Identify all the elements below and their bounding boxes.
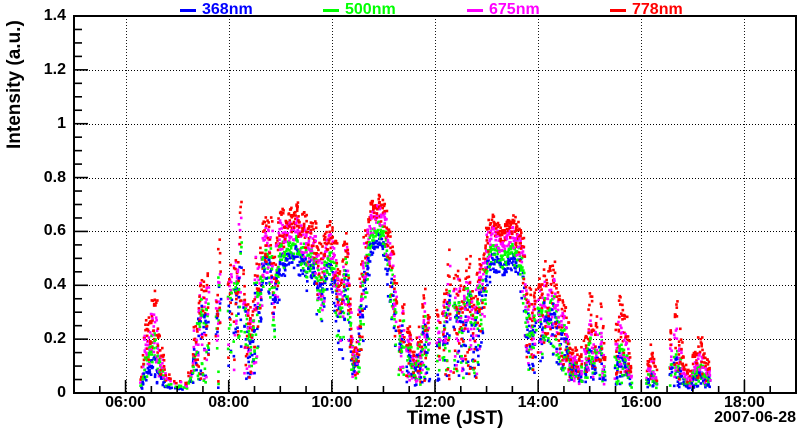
x-tick-label: 10:00 <box>311 394 353 411</box>
legend-label-675nm: 675nm <box>489 1 540 18</box>
y-tick-label: 0.4 <box>43 276 66 294</box>
legend-label-368nm: 368nm <box>202 1 253 18</box>
legend-label-500nm: 500nm <box>345 1 396 18</box>
x-tick-label: 06:00 <box>105 394 147 411</box>
y-tick-label: 0 <box>57 384 66 401</box>
legend-line-778nm-icon <box>610 8 626 12</box>
x-tick-label: 16:00 <box>620 394 662 411</box>
y-tick-label: 1 <box>57 114 66 132</box>
x-tick-label: 14:00 <box>517 394 559 411</box>
date-label: 2007-06-28 <box>714 409 796 426</box>
legend-line-368nm-icon <box>180 8 196 12</box>
x-tick-label: 12:00 <box>414 394 456 411</box>
legend-item-500nm: 500nm <box>323 1 396 19</box>
legend-label-778nm: 778nm <box>632 1 683 18</box>
y-tick-label: 0.6 <box>43 222 66 240</box>
x-tick-label: 18:00 <box>723 394 765 411</box>
x-tick-label: 08:00 <box>208 394 250 411</box>
y-tick-label: 0.2 <box>43 330 66 348</box>
legend-line-675nm-icon <box>467 8 483 12</box>
y-tick-label: 0.8 <box>43 168 66 186</box>
y-tick-label: 1.2 <box>43 60 66 78</box>
x-axis-title: Time (JST) <box>406 408 504 429</box>
legend-item-368nm: 368nm <box>180 1 253 19</box>
legend-item-778nm: 778nm <box>610 1 683 19</box>
y-tick-label: 1.4 <box>43 7 66 24</box>
legend-item-675nm: 675nm <box>467 1 540 19</box>
legend-line-500nm-icon <box>323 8 339 12</box>
y-axis-title: Intensity (a.u.) <box>4 20 25 150</box>
